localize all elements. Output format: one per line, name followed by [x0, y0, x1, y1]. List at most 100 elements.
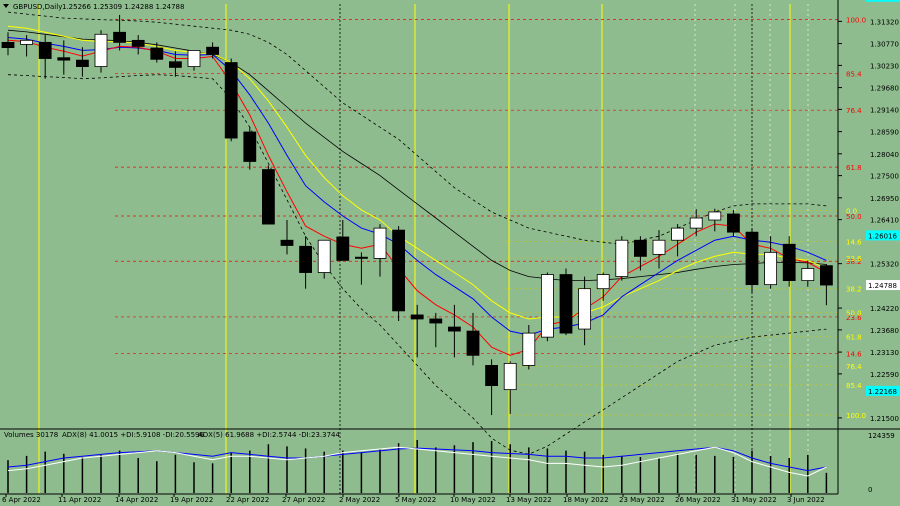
fib-level-label: 85.4 [846, 70, 862, 78]
price-tick-label: 1.29680 [870, 85, 899, 93]
adx-di-line [7, 446, 827, 477]
price-tick-label: 1.21500 [870, 415, 899, 423]
bull-candle [615, 239, 629, 277]
bear-candle [224, 62, 238, 139]
bull-candle [522, 332, 536, 366]
bear-candle [466, 330, 480, 356]
dropdown-icon[interactable] [3, 4, 9, 8]
bear-candle [57, 57, 71, 61]
fib-retrace-label: 14.6 [846, 238, 862, 246]
bull-candle [689, 217, 703, 229]
price-tick-label: 1.26950 [870, 195, 899, 203]
bear-candle [299, 245, 313, 273]
time-tick-label: 31 May 2022 [731, 496, 777, 504]
price-tick-label: 1.24220 [870, 305, 899, 313]
bear-candle [820, 265, 833, 286]
bear-candle [113, 31, 126, 43]
time-tick-label: 13 May 2022 [506, 496, 552, 504]
bull-candle [652, 239, 666, 255]
bull-candle [373, 227, 387, 259]
time-tick-label: 11 Apr 2022 [58, 496, 101, 504]
bear-candle [168, 61, 182, 68]
price-tick-label: 1.30230 [870, 62, 899, 70]
bear-candle [559, 274, 573, 334]
bull-candle [764, 251, 777, 286]
bear-candle [38, 41, 52, 59]
bull-candle [187, 50, 201, 67]
price-badge [866, 385, 900, 396]
bear-candle [782, 243, 796, 282]
volume-zero-label: 0 [868, 486, 872, 494]
time-axis: 6 Apr 2022 11 Apr 2022 14 Apr 2022 19 Apr 2… [0, 493, 838, 504]
price-tick-label: 1.30770 [870, 41, 899, 49]
time-tick-label: 2 May 2022 [339, 496, 380, 504]
price-tick-label: 1.22590 [870, 371, 899, 379]
price-tick-label: 1.28590 [870, 129, 899, 137]
candlesticks [1, 14, 833, 416]
volume-max-label: 124359 [868, 432, 895, 440]
bear-candle [76, 59, 89, 67]
bear-candle [727, 213, 740, 233]
fib-retrace-label: 0.0 [846, 207, 857, 215]
price-badge-label: 1.26016 [868, 232, 897, 240]
fib-level-label: 38.2 [846, 258, 862, 266]
price-tick-label: 1.29140 [870, 106, 899, 114]
bear-candle [1, 41, 15, 49]
fib-retrace-label: 85.4 [846, 382, 862, 390]
time-tick-label: 5 May 2022 [395, 496, 436, 504]
time-tick-label: 10 May 2022 [450, 496, 496, 504]
time-tick-label: 19 Apr 2022 [170, 496, 213, 504]
ohlc-readout: 1.25266 1.25309 1.24288 1.24788 [62, 3, 184, 11]
bull-candle [94, 33, 108, 67]
fib-retrace-label: 61.8 [846, 334, 862, 342]
fib-level-label: 100.0 [846, 16, 866, 24]
price-tick-label: 1.26410 [870, 217, 899, 225]
bull-candle [596, 274, 610, 290]
bear-candle [634, 239, 647, 257]
bull-candle [317, 239, 331, 273]
time-tick-label: 26 May 2022 [675, 496, 721, 504]
bear-candle [447, 326, 461, 332]
fib-level-label: 50.0 [846, 213, 862, 221]
bear-candle [429, 318, 443, 324]
fib-retrace-label: 50.0 [846, 310, 862, 318]
time-tick-label: 6 Apr 2022 [2, 496, 41, 504]
bear-candle [131, 39, 145, 47]
volume-panel [0, 428, 900, 493]
bull-candle [541, 274, 554, 338]
price-tick-label: 1.23130 [870, 349, 899, 357]
bear-candle [261, 169, 275, 225]
fib-level-label: 14.6 [846, 351, 862, 359]
price-axis-bg [838, 0, 900, 430]
current-price-badge [866, 280, 900, 291]
current-price-label: 1.24788 [868, 282, 897, 290]
bull-candle [578, 288, 591, 330]
price-tick-label: 1.28040 [870, 151, 899, 159]
bear-candle [150, 47, 164, 60]
price-badge [866, 230, 900, 241]
time-tick-label: 23 May 2022 [619, 496, 665, 504]
bear-candle [280, 239, 294, 246]
bear-candle [354, 256, 368, 259]
adx-line [7, 446, 827, 472]
bull-candle [708, 211, 722, 221]
time-tick-label: 18 May 2022 [563, 496, 609, 504]
fib-level-label: 23.6 [846, 314, 862, 322]
price-badge-label: 1.31931 [868, 0, 897, 2]
bear-candle [392, 229, 406, 312]
bull-candle [671, 227, 684, 241]
symbol-title: GBPUSD,Daily [13, 3, 62, 11]
bear-candle [745, 231, 759, 286]
price-axis: 1.31320 1.30770 1.30230 1.29680 1.29140 1.285… [837, 0, 900, 494]
fib-retrace-label: 76.4 [846, 363, 862, 371]
ma-red-line [7, 39, 827, 356]
price-tick-label: 1.25320 [870, 261, 899, 269]
chart-header: GBPUSD,Daily 1.25266 1.25309 1.24288 1.2… [3, 3, 184, 11]
bull-candle [20, 39, 34, 45]
fib-retrace-label: 100.0 [846, 412, 866, 420]
bear-candle [243, 131, 257, 162]
fib-level-label: 61.8 [846, 164, 862, 172]
fib-level-label: 76.4 [846, 107, 862, 115]
